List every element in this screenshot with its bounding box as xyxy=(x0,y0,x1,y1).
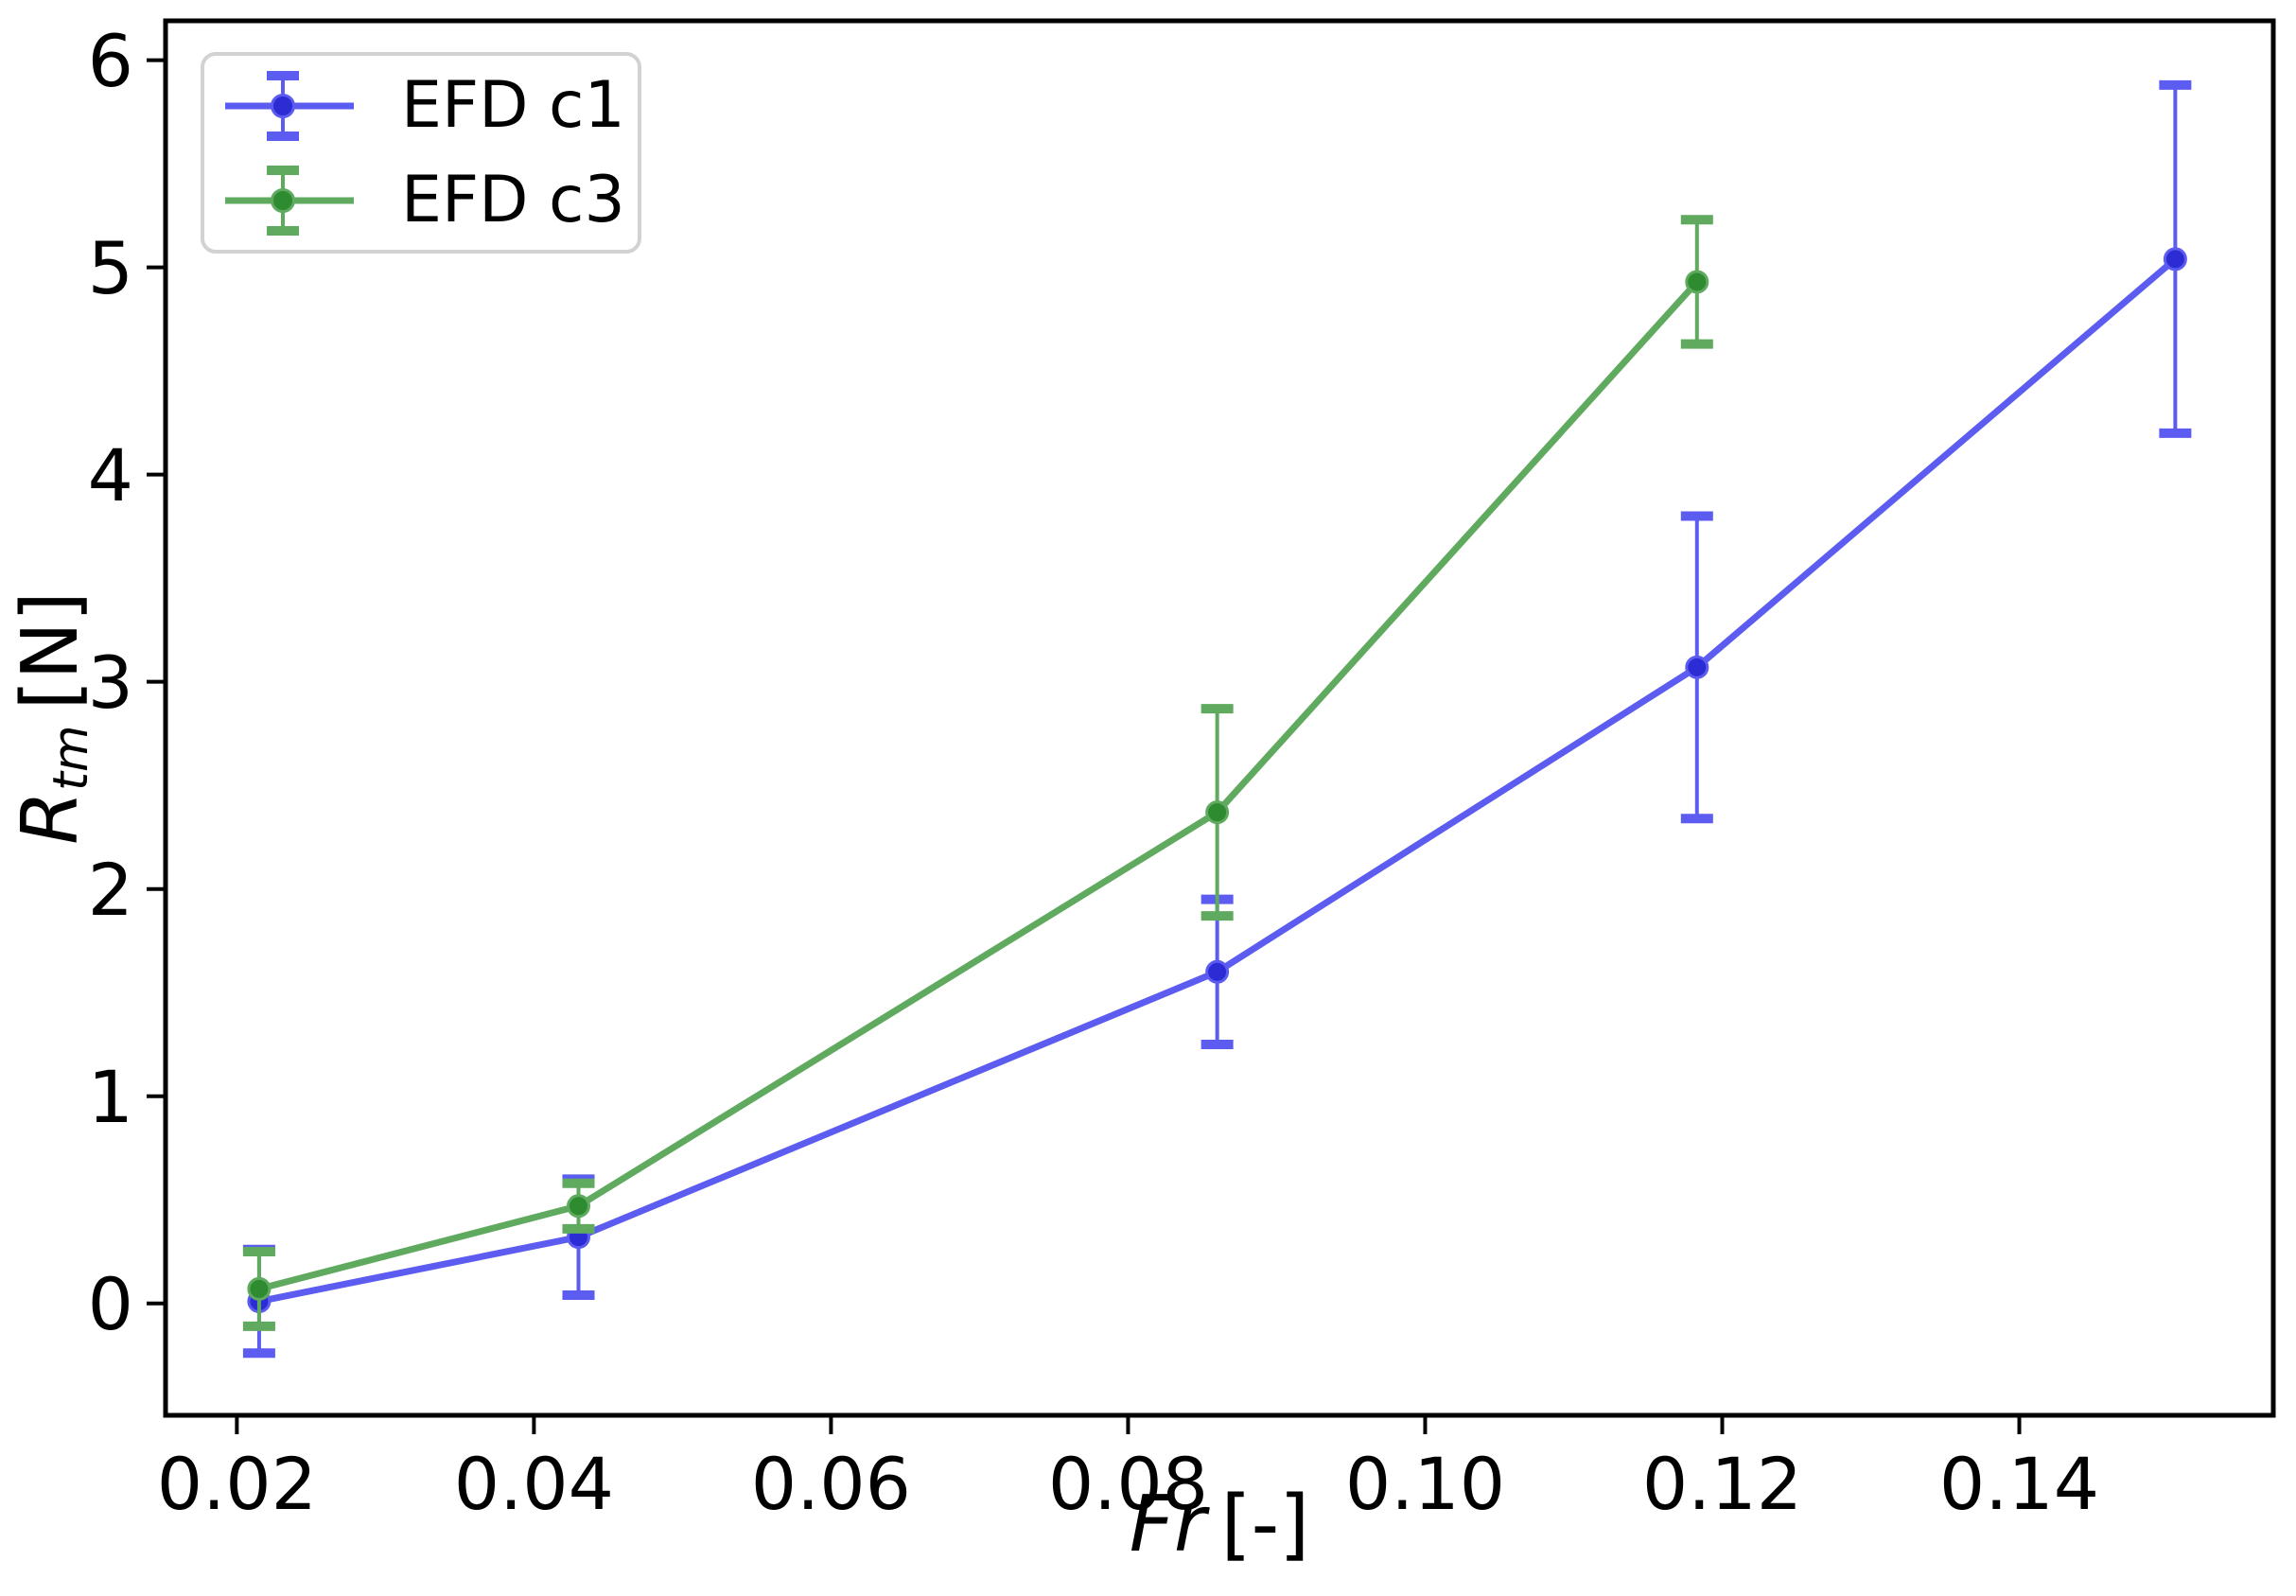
x-tick-label: 0.08 xyxy=(1048,1442,1208,1526)
x-axis-label: Fr [-] xyxy=(1130,1486,1309,1564)
errorbar-sample-icon-c3 xyxy=(225,166,354,236)
data-point-marker xyxy=(1205,959,1230,984)
data-point-marker xyxy=(1205,800,1230,825)
y-tick-label: 6 xyxy=(88,19,133,103)
legend: EFD c1 EFD c3 xyxy=(201,52,641,254)
x-tick-label: 0.02 xyxy=(157,1442,317,1526)
y-tick-label: 4 xyxy=(88,433,133,517)
data-point-marker xyxy=(566,1194,590,1219)
y-tick-label: 5 xyxy=(88,226,133,310)
x-tick-label: 0.06 xyxy=(751,1442,911,1526)
series-line-1 xyxy=(258,279,1700,1292)
x-axis-unit: [-] xyxy=(1220,1480,1310,1570)
legend-label-efd-c1: EFD c1 xyxy=(401,68,625,143)
y-tick-label: 0 xyxy=(88,1262,133,1346)
legend-label-efd-c3: EFD c3 xyxy=(401,163,625,237)
y-tick-label: 1 xyxy=(88,1055,133,1139)
errorbar-sample-icon-c1 xyxy=(225,71,354,141)
x-tick-label: 0.12 xyxy=(1642,1442,1802,1526)
legend-item-efd-c1: EFD c1 xyxy=(223,59,638,153)
x-tick-label: 0.14 xyxy=(1939,1442,2099,1526)
y-tick-label: 3 xyxy=(88,640,133,725)
legend-sample-marker xyxy=(271,188,295,213)
y-axis-subscript: tm xyxy=(43,725,99,791)
plot-area-border xyxy=(163,18,2276,1418)
x-tick-label: 0.10 xyxy=(1345,1442,1505,1526)
data-point-marker xyxy=(1685,270,1709,294)
x-tick-label: 0.04 xyxy=(454,1442,614,1526)
legend-sample-marker xyxy=(271,94,295,118)
legend-item-efd-c3: EFD c3 xyxy=(223,153,638,248)
data-point-marker xyxy=(2163,247,2187,272)
y-axis-unit: [N] xyxy=(5,591,96,710)
y-tick-label: 2 xyxy=(88,848,133,932)
data-point-marker xyxy=(247,1276,272,1301)
data-point-marker xyxy=(1685,655,1709,679)
y-axis-variable: R xyxy=(5,790,96,845)
y-axis-label: Rtm [N] xyxy=(6,591,99,845)
x-axis-variable: Fr xyxy=(1129,1480,1206,1570)
